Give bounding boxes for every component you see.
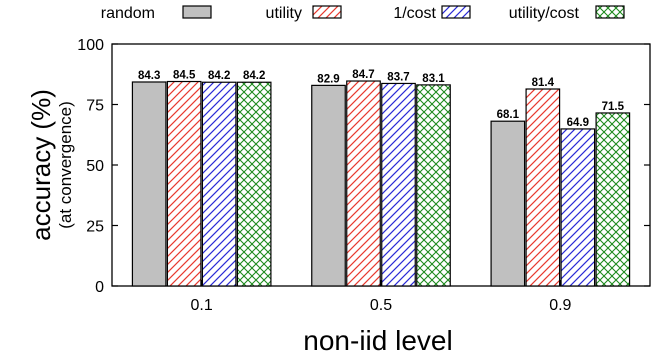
bar-data-label: 84.5: [173, 70, 196, 82]
bar-1-cost: [381, 82, 416, 287]
legend-swatch: [182, 5, 212, 19]
bar-utility-cost: [416, 84, 451, 287]
bar-utility: [166, 80, 202, 287]
legend-label: utility: [266, 5, 302, 22]
bar-data-label: 81.4: [532, 77, 555, 89]
y-tick-label: 75: [86, 98, 104, 115]
legend-label: random: [101, 5, 155, 22]
x-axis-label: non-iid level: [303, 325, 452, 356]
bar-data-label: 68.1: [497, 109, 520, 121]
x-tick-label: 0.5: [370, 297, 392, 314]
y-axis-label: accuracy (%): [26, 89, 56, 241]
bar-utility: [525, 88, 561, 287]
bar-data-label: 64.9: [567, 117, 589, 129]
x-tick-label: 0.1: [191, 297, 213, 314]
bar-utility-cost: [236, 81, 272, 287]
bar-1-cost: [201, 81, 237, 287]
bar-random: [490, 120, 526, 287]
bar-utility: [346, 80, 381, 287]
legend-swatch: [595, 5, 625, 19]
legend-label: utility/cost: [509, 5, 580, 22]
y-tick-label: 0: [95, 279, 104, 296]
x-tick-label: 0.9: [549, 297, 571, 314]
y-tick-label: 50: [86, 158, 104, 175]
y-axis-sublabel: (at convergence): [56, 101, 75, 229]
bar-data-label: 84.7: [352, 69, 374, 81]
y-tick-label: 25: [86, 219, 104, 236]
bar-data-label: 84.2: [208, 70, 230, 82]
bar-1-cost: [560, 128, 596, 287]
bar-data-label: 84.2: [243, 70, 265, 82]
legend: random utility 1/cost utility/cost: [101, 5, 625, 22]
bar-data-label: 71.5: [602, 101, 625, 113]
bar-data-label: 84.3: [138, 70, 160, 82]
bar-utility-cost: [595, 112, 631, 287]
y-tick-label: 100: [77, 37, 104, 54]
bar-data-label: 83.7: [387, 71, 409, 83]
legend-swatch: [441, 5, 471, 19]
legend-label: 1/cost: [393, 5, 436, 22]
bar-random: [311, 84, 346, 287]
plot-area: 0 25 50 75 100 0.1 84.3 84.5 84.2 84.2 0.5 82.9 84.7…: [77, 37, 651, 314]
legend-swatch: [312, 5, 342, 19]
bar-data-label: 82.9: [317, 73, 339, 85]
bar-random: [131, 81, 167, 287]
bar-data-label: 83.1: [422, 73, 445, 85]
